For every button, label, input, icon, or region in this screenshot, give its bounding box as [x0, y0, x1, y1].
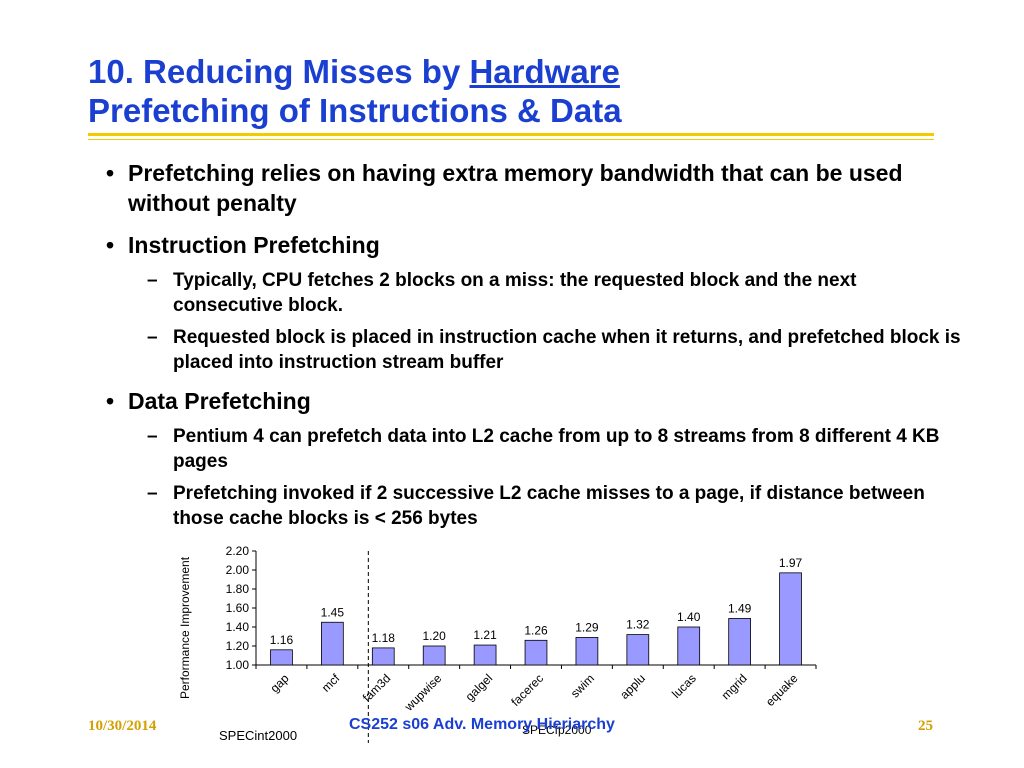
bullet-marker: • [106, 232, 115, 258]
bar-mcf [321, 621, 344, 666]
y-axis-label: Performance Improvement [178, 556, 192, 699]
x-tick-label: lucas [669, 671, 699, 701]
x-tick-label: wupwise [401, 671, 444, 714]
sub-bullet-text: Pentium 4 can prefetch data into L2 cach… [173, 426, 940, 472]
x-tick-label: facerec [508, 671, 546, 709]
data-label: 1.21 [473, 628, 497, 642]
footer-title: CS252 s06 Adv. Memory Hieriarchy [349, 716, 615, 733]
slide-title: 10. Reducing Misses by Hardware Prefetch… [88, 52, 988, 130]
bullet-marker: • [106, 388, 115, 414]
bar-wupwise [422, 645, 446, 666]
sub-bullet-text: Typically, CPU fetches 2 blocks on a mis… [173, 270, 857, 316]
sub-bullet-text: Requested block is placed in instruction… [173, 327, 961, 373]
data-label: 1.45 [321, 605, 345, 619]
sub-bullet-marker: – [147, 426, 158, 447]
bullet-text: Instruction Prefetching [128, 232, 380, 258]
group-label-specint: SPECint2000 [219, 728, 297, 743]
data-label: 1.16 [270, 633, 294, 647]
data-label: 1.29 [575, 620, 599, 634]
bar-lucas [677, 626, 701, 666]
data-label: 1.32 [626, 618, 650, 632]
bullet-text: Data Prefetching [128, 388, 311, 414]
y-tick-label: 1.00 [226, 658, 250, 672]
x-tick-label: gap [268, 671, 292, 695]
y-tick-label: 1.80 [226, 582, 250, 596]
x-tick-label: fam3d [360, 671, 393, 704]
bullet-text: Prefetching relies on having extra memor… [128, 160, 903, 216]
bar-fam3d [371, 647, 395, 666]
title-underlined-word: Hardware [469, 53, 620, 90]
x-tick-label: mgrid [719, 671, 750, 702]
data-label: 1.40 [677, 610, 701, 624]
data-label: 1.18 [372, 631, 396, 645]
x-tick-label: swim [568, 671, 597, 700]
x-tick-label: mcf [319, 671, 343, 695]
bar-galgel [473, 644, 497, 666]
bar-gap [270, 649, 293, 666]
footer-date: 10/30/2014 [88, 718, 157, 734]
title-rule-thick [88, 133, 934, 136]
sub-bullet-text: Prefetching invoked if 2 successive L2 c… [173, 483, 925, 529]
x-tick-label: galgel [463, 671, 496, 704]
sub-bullet-marker: – [147, 483, 158, 504]
y-tick-label: 1.20 [226, 639, 250, 653]
x-tick-label: equake [763, 671, 801, 709]
y-tick-label: 2.20 [226, 544, 250, 558]
y-tick-label: 2.00 [226, 563, 250, 577]
data-label: 1.20 [423, 629, 447, 643]
sub-bullet-marker: – [147, 327, 158, 348]
y-tick-label: 1.60 [226, 601, 250, 615]
bar-facerec [524, 639, 548, 666]
performance-bar-chart: 1.00 1.20 1.40 1.60 1.80 2.00 2.20 Performance … [178, 544, 817, 743]
bullet-marker: • [106, 160, 115, 186]
footer-page-number: 25 [918, 718, 933, 734]
title-line-2: Prefetching of Instructions & Data [88, 92, 622, 129]
y-tick-label: 1.40 [226, 620, 250, 634]
group-label-specfp: SPECfp2000 [522, 723, 592, 737]
sub-bullet-marker: – [147, 270, 158, 291]
data-label: 1.26 [524, 623, 548, 637]
bar-equake [779, 572, 802, 666]
bar-applu [626, 634, 650, 666]
x-tick-label: applu [617, 671, 648, 702]
bar-swim [575, 637, 599, 666]
data-label: 1.97 [779, 556, 803, 570]
data-label: 1.49 [728, 601, 752, 615]
bar-mgrid [728, 618, 751, 666]
title-rule-thin [88, 139, 934, 140]
title-prefix: 10. Reducing Misses by [88, 53, 470, 90]
